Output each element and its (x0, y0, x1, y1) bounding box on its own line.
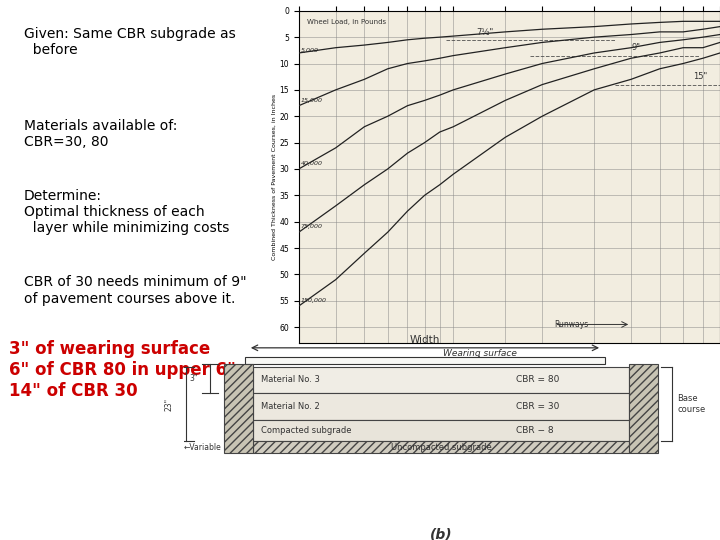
Text: 5,000: 5,000 (301, 48, 319, 53)
Text: 3" of wearing surface
6" of CBR 80 in upper 6"
14" of CBR 30: 3" of wearing surface 6" of CBR 80 in up… (9, 340, 236, 400)
Text: CBR = 80: CBR = 80 (516, 375, 559, 384)
Bar (629, 363, 658, 453)
Text: Base
course: Base course (677, 394, 706, 414)
Bar (253, 420, 629, 441)
Bar (246, 357, 605, 363)
Text: Width: Width (410, 335, 440, 345)
Text: 9": 9" (631, 43, 640, 52)
Y-axis label: Combined Thickness of Pavement Courses, in Inches: Combined Thickness of Pavement Courses, … (271, 94, 276, 260)
Text: Wearing surface: Wearing surface (443, 349, 517, 357)
Text: Materials available of:
CBR=30, 80: Materials available of: CBR=30, 80 (24, 119, 177, 149)
Text: CBR of 30 needs minimum of 9"
of pavement courses above it.: CBR of 30 needs minimum of 9" of pavemen… (24, 275, 246, 306)
Bar (253, 441, 629, 453)
Text: Wheel Load, in Pounds: Wheel Load, in Pounds (307, 19, 386, 25)
Text: 15": 15" (693, 72, 708, 82)
Text: 15,000: 15,000 (301, 98, 323, 103)
Bar (253, 367, 629, 393)
Text: ←Variable: ←Variable (184, 443, 221, 452)
Text: Compacted subgrade: Compacted subgrade (261, 426, 352, 435)
Text: Material No. 2: Material No. 2 (261, 402, 320, 411)
Text: Given: Same CBR subgrade as
  before: Given: Same CBR subgrade as before (24, 27, 235, 57)
Text: CBR = 30: CBR = 30 (516, 402, 559, 411)
Text: 23": 23" (165, 397, 174, 410)
Text: 40,000: 40,000 (301, 161, 323, 166)
Text: 150,000: 150,000 (301, 298, 327, 303)
Text: (b): (b) (430, 527, 452, 540)
Text: CBR − 8: CBR − 8 (516, 426, 554, 435)
Text: Determine:
Optimal thickness of each
  layer while minimizing costs: Determine: Optimal thickness of each lay… (24, 189, 229, 235)
Text: Material No. 3: Material No. 3 (261, 375, 320, 384)
Bar (253, 393, 629, 420)
Bar (224, 363, 253, 453)
Text: 7½": 7½" (477, 28, 494, 37)
Text: 3": 3" (189, 374, 198, 383)
Text: Runways: Runways (554, 320, 589, 329)
Text: Uncompacted subgrade: Uncompacted subgrade (391, 443, 492, 452)
Text: 75,000: 75,000 (301, 225, 323, 230)
